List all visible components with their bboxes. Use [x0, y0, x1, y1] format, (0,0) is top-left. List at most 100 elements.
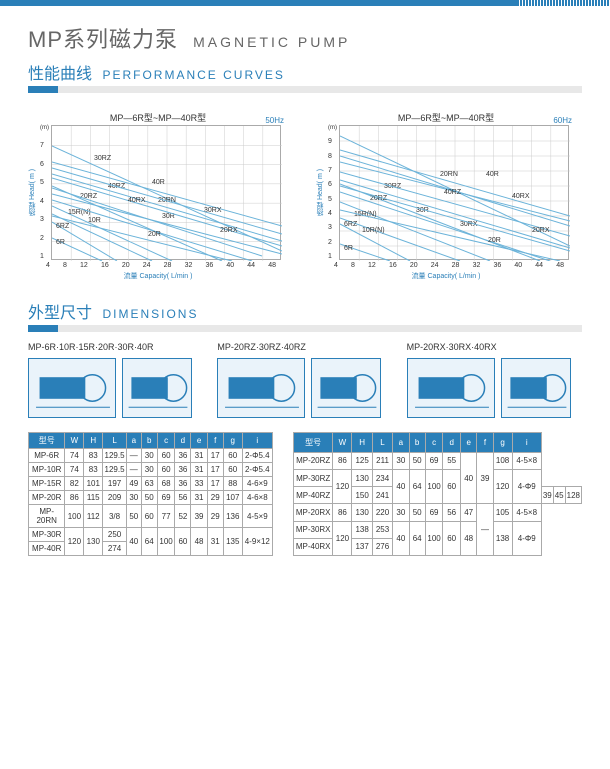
- y-tick: 2: [328, 239, 337, 246]
- table-cell: —: [126, 463, 141, 477]
- table-cell: 40: [393, 469, 409, 503]
- table-cell: 83: [84, 463, 103, 477]
- table-cell: 50: [409, 452, 425, 469]
- dim-en: DIMENSIONS: [102, 307, 198, 321]
- table-cell: 101: [84, 477, 103, 491]
- svg-text:40R: 40R: [486, 171, 499, 178]
- x-tick: 8: [351, 262, 355, 269]
- table-header: d: [443, 433, 461, 453]
- svg-text:20R: 20R: [488, 237, 501, 244]
- table-cell: 30: [393, 504, 409, 521]
- table-cell: 36: [175, 477, 191, 491]
- table-header: e: [461, 433, 477, 453]
- y-tick: 4: [328, 210, 337, 217]
- svg-text:20RX: 20RX: [220, 227, 238, 234]
- table-cell: MP-30R: [29, 528, 65, 542]
- table-cell: 211: [372, 452, 392, 469]
- table-header: i: [512, 433, 541, 453]
- y-tick: 1: [328, 253, 337, 260]
- table-header: c: [425, 433, 443, 453]
- table-cell: 55: [443, 452, 461, 469]
- y-axis-label: 扬程 Head( m ): [316, 125, 326, 260]
- dim-group-head: MP-6R·10R·15R·20R·30R·40R: [28, 342, 203, 352]
- table-cell: 60: [141, 505, 157, 528]
- table-cell: 100: [65, 505, 84, 528]
- x-tick: 12: [368, 262, 376, 269]
- table-cell: 45: [553, 487, 565, 504]
- table-cell: 50: [141, 491, 157, 505]
- table-header: b: [409, 433, 425, 453]
- table-header: L: [372, 433, 392, 453]
- chart: MP—6R型~MP—40R型60Hz扬程 Head( m )(m)9876543…: [316, 111, 576, 281]
- main-title: MP系列磁力泵 MAGNETIC PUMP: [28, 22, 582, 54]
- table-cell: 74: [65, 463, 84, 477]
- y-tick: 6: [328, 181, 337, 188]
- perf-en: PERFORMANCE CURVES: [102, 68, 284, 82]
- svg-text:40RX: 40RX: [128, 197, 146, 204]
- svg-text:30RZ: 30RZ: [94, 155, 112, 162]
- dim-group: MP-20RX·30RX·40RX: [407, 342, 582, 418]
- svg-text:20RZ: 20RZ: [80, 193, 98, 200]
- table-cell: 60: [223, 463, 242, 477]
- table-cell: MP-10R: [29, 463, 65, 477]
- x-tick: 4: [334, 262, 338, 269]
- table-cell: MP-30RZ: [293, 469, 333, 486]
- svg-text:40RX: 40RX: [512, 193, 530, 200]
- table-cell: 33: [191, 477, 207, 491]
- x-tick: 32: [473, 262, 481, 269]
- table-cell: 77: [157, 505, 175, 528]
- svg-text:40RZ: 40RZ: [444, 189, 462, 196]
- table-cell: 253: [372, 521, 392, 538]
- table-cell: MP-20RX: [293, 504, 333, 521]
- table-cell: 60: [157, 449, 175, 463]
- table-cell: —: [477, 504, 493, 556]
- dim-table: 型号WHLabcdefgiMP-20RZ86125211305069554039…: [293, 432, 582, 556]
- table-cell: 137: [352, 538, 372, 555]
- table-cell: 69: [425, 504, 443, 521]
- table-cell: MP-20RZ: [293, 452, 333, 469]
- table-cell: 47: [461, 504, 477, 521]
- table-cell: 4-Φ9: [512, 521, 541, 555]
- table-cell: 112: [84, 505, 103, 528]
- svg-text:10R(N): 10R(N): [362, 227, 385, 234]
- y-tick: 3: [40, 216, 49, 223]
- table-header: f: [207, 433, 223, 449]
- table-cell: 4-9×12: [242, 528, 272, 556]
- x-tick: 44: [247, 262, 255, 269]
- table-header: i: [242, 433, 272, 449]
- x-axis-label: 流量 Capacity( L/min ): [28, 271, 288, 281]
- table-cell: 234: [372, 469, 392, 486]
- table-cell: 60: [443, 469, 461, 503]
- table-header: H: [84, 433, 103, 449]
- y-tick: 5: [40, 179, 49, 186]
- table-cell: 31: [207, 528, 223, 556]
- tables-row: 型号WHLabcdefgiMP-6R7483129.5—306036311760…: [28, 432, 582, 556]
- dim-drawing: [122, 358, 192, 418]
- table-cell: 31: [191, 463, 207, 477]
- table-cell: 64: [141, 528, 157, 556]
- table-cell: 50: [126, 505, 141, 528]
- table-header: 型号: [293, 433, 333, 453]
- table-header: a: [393, 433, 409, 453]
- table-cell: MP-40RX: [293, 538, 333, 555]
- table-cell: 150: [352, 487, 372, 504]
- svg-text:6RZ: 6RZ: [56, 223, 70, 230]
- table-cell: 120: [333, 521, 352, 555]
- svg-text:20RN: 20RN: [440, 171, 458, 178]
- table-cell: 274: [103, 542, 127, 556]
- title-en: MAGNETIC PUMP: [193, 34, 350, 50]
- table-cell: 36: [175, 463, 191, 477]
- table-cell: 31: [191, 491, 207, 505]
- x-tick: 24: [431, 262, 439, 269]
- table-cell: 69: [425, 452, 443, 469]
- table-cell: 74: [65, 449, 84, 463]
- table-cell: 129.5: [103, 463, 127, 477]
- x-tick: 16: [389, 262, 397, 269]
- table-cell: 40: [461, 452, 477, 504]
- dim-drawing: [217, 358, 305, 418]
- table-row: MP-20RN1001123/85060775239291364-5×9: [29, 505, 273, 528]
- x-tick: 40: [226, 262, 234, 269]
- table-row: MP-20RX861302203050695647—1054-5×8: [293, 504, 581, 521]
- perf-heading: 性能曲线 PERFORMANCE CURVES: [28, 60, 582, 93]
- table-cell: 30: [141, 463, 157, 477]
